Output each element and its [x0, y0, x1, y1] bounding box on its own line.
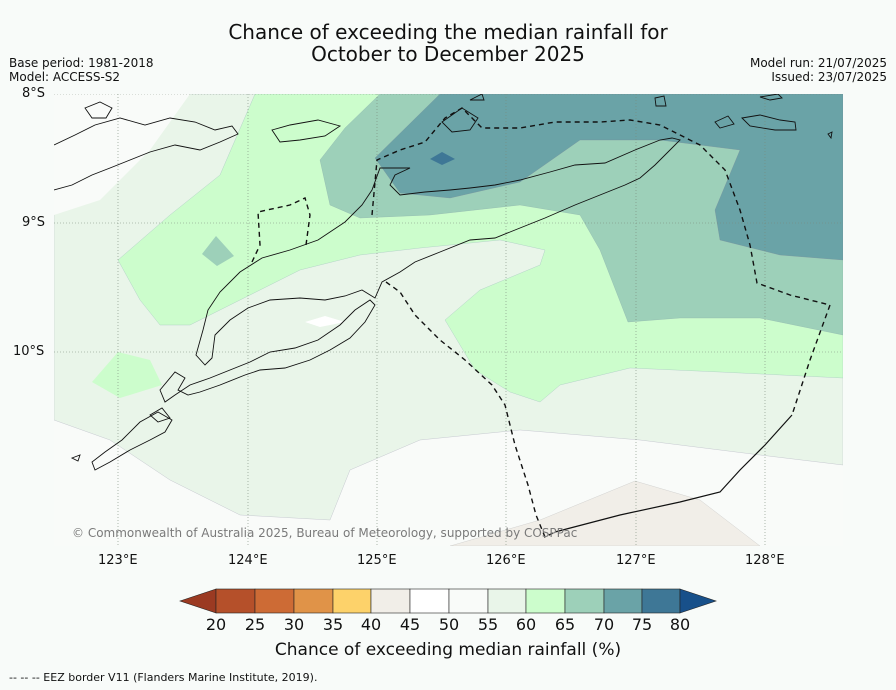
band-45-50-island	[305, 316, 345, 327]
eez-footnote: -- -- -- EEZ border V11 (Flanders Marine…	[9, 671, 318, 684]
colorbar-over-arrow	[679, 588, 717, 614]
lat-label-9s: 9°S	[22, 215, 46, 230]
colorbar-tick: 65	[554, 615, 576, 634]
colorbar-tick: 55	[477, 615, 499, 634]
band-40-45	[449, 480, 761, 546]
lon-label-124e: 124°E	[228, 553, 268, 568]
colorbar-tick: 75	[631, 615, 653, 634]
colorbar-tick: 40	[360, 615, 382, 634]
colorbar-title: Chance of exceeding median rainfall (%)	[274, 640, 622, 660]
lon-label-123e: 123°E	[98, 553, 138, 568]
band-75-80-patch	[430, 152, 455, 165]
model-label: Model: ACCESS-S2	[9, 70, 121, 84]
colorbar	[179, 588, 717, 614]
lat-label-8s: 8°S	[22, 86, 46, 101]
band-50-55-nw	[54, 94, 190, 215]
colorbar-tick: 25	[244, 615, 266, 634]
copyright-notice: © Commonwealth of Australia 2025, Bureau…	[72, 526, 578, 540]
colorbar-tick: 60	[515, 615, 537, 634]
graticule	[54, 94, 843, 546]
lat-label-10s: 10°S	[13, 344, 45, 359]
model-run-label: Model run: 21/07/2025	[749, 56, 887, 70]
band-60-65-sw	[92, 352, 162, 398]
colorbar-tick: 70	[593, 615, 615, 634]
base-period-label: Base period: 1981-2018	[9, 56, 154, 70]
land-border	[554, 414, 793, 533]
lon-label-128e: 128°E	[745, 553, 785, 568]
lon-label-126e: 126°E	[486, 553, 526, 568]
map-title-line1: Chance of exceeding the median rainfall …	[228, 20, 668, 44]
colorbar-tick: 35	[322, 615, 344, 634]
lon-label-125e: 125°E	[357, 553, 397, 568]
colorbar-tick: 45	[399, 615, 421, 634]
map-title-line2: October to December 2025	[311, 42, 585, 66]
lon-label-127e: 127°E	[616, 553, 656, 568]
colorbar-tick: 50	[438, 615, 460, 634]
band-65-70-west	[202, 236, 234, 266]
colorbar-tick: 20	[205, 615, 227, 634]
colorbar-under-arrow	[179, 588, 217, 614]
issued-label: Issued: 23/07/2025	[771, 70, 887, 84]
eez-border	[251, 107, 831, 538]
colorbar-tick: 80	[669, 615, 691, 634]
coastlines	[54, 94, 833, 471]
colorbar-tick: 30	[283, 615, 305, 634]
